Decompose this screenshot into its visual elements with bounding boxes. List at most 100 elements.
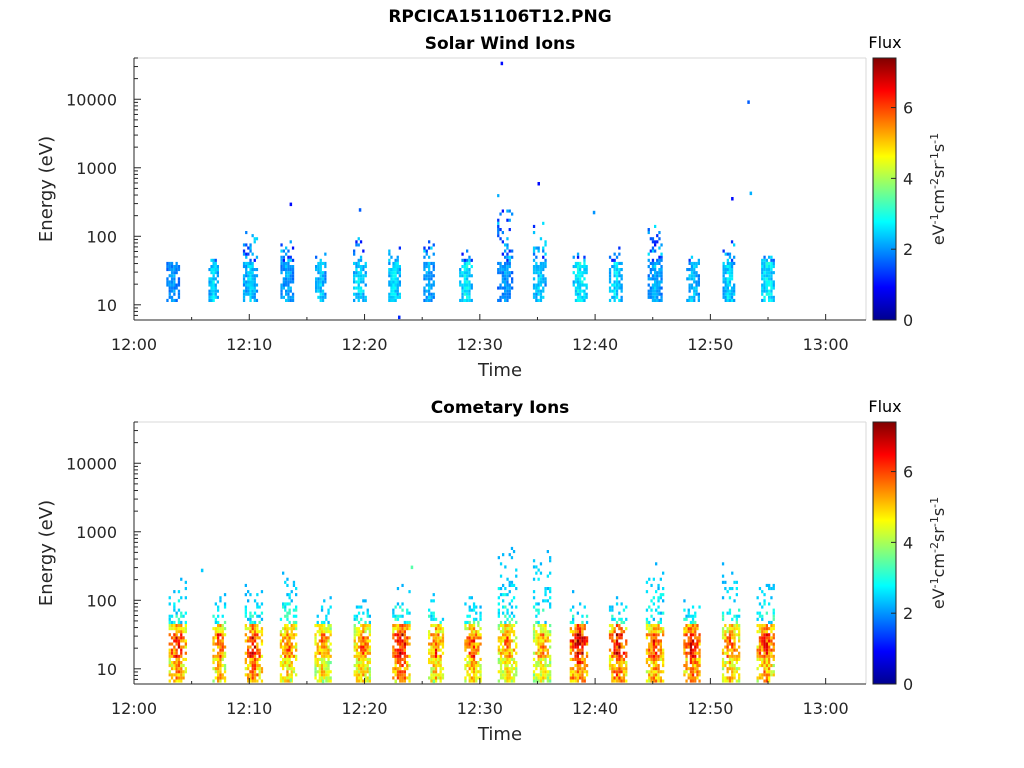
flux-cell (286, 667, 289, 671)
flux-cell (504, 648, 507, 652)
flux-cell (539, 298, 543, 302)
flux-cell (258, 670, 261, 674)
flux-cell (173, 664, 176, 668)
flux-cell (223, 667, 227, 671)
flux-cell (756, 611, 759, 615)
flux-cell (329, 596, 332, 600)
burst-12 (608, 246, 623, 302)
flux-cell (470, 633, 473, 637)
flux-cell (768, 648, 771, 652)
flux-cell (648, 630, 651, 634)
flux-cell (242, 249, 246, 253)
flux-cell (175, 614, 178, 618)
flux-cell (392, 651, 395, 655)
flux-cell (576, 664, 579, 668)
flux-cell (655, 676, 658, 680)
flux-cell (463, 274, 466, 278)
flux-cell (279, 642, 283, 646)
flux-cell (394, 648, 397, 652)
flux-cell (318, 633, 321, 637)
flux-cell (726, 252, 729, 256)
flux-cell (360, 639, 363, 643)
flux-cell (284, 654, 287, 658)
flux-cell (694, 642, 697, 646)
flux-cell (763, 639, 766, 643)
flux-cell (223, 645, 227, 649)
flux-cell (501, 240, 504, 244)
flux-cell (390, 298, 393, 302)
flux-cell (477, 642, 480, 646)
flux-cell (512, 633, 516, 637)
flux-cell (362, 599, 365, 603)
flux-cell (251, 620, 254, 624)
flux-cell (770, 258, 773, 262)
flux-cell (359, 255, 363, 259)
flux-cell (535, 676, 538, 680)
flux-cell (579, 676, 582, 680)
flux-cell (286, 636, 289, 640)
flux-cell (544, 664, 547, 668)
flux-cell (728, 261, 732, 265)
flux-cell (253, 280, 256, 284)
flux-cell (768, 670, 771, 674)
flux-cell (504, 593, 507, 597)
flux-cell (726, 292, 729, 296)
flux-cell (428, 608, 431, 612)
flux-cell (499, 562, 503, 566)
flux-cell (284, 645, 287, 649)
flux-cell (581, 280, 584, 284)
flux-cell (698, 673, 701, 677)
flux-cell (168, 627, 171, 631)
flux-cell (396, 661, 400, 665)
flux-cell (608, 661, 612, 665)
flux-cell (284, 651, 287, 655)
flux-cell (175, 268, 178, 272)
flux-cell (506, 627, 509, 631)
flux-cell (537, 280, 540, 284)
flux-cell (499, 228, 502, 232)
flux-cell (394, 667, 397, 671)
flux-cell (761, 265, 764, 269)
flux-cell (477, 664, 480, 668)
flux-cell (434, 645, 438, 649)
flux-cell (535, 261, 538, 265)
flux-cell (461, 286, 464, 290)
flux-cell (615, 670, 619, 674)
flux-cell (251, 252, 254, 256)
flux-cell (285, 252, 288, 256)
flux-cell (180, 676, 183, 680)
flux-cell (761, 664, 764, 668)
y-tick-label: 1000 (76, 523, 117, 542)
flux-cell (472, 661, 476, 665)
flux-cell (613, 268, 616, 272)
flux-cell (464, 639, 467, 643)
flux-cell (288, 657, 291, 661)
flux-cell (506, 258, 509, 262)
flux-cell (258, 630, 261, 634)
flux-cell (768, 627, 771, 631)
flux-cell (173, 633, 176, 637)
flux-cell (583, 277, 586, 281)
flux-cell (249, 286, 252, 290)
flux-cell (549, 556, 552, 560)
flux-cell (468, 295, 471, 299)
flux-cell (390, 271, 393, 275)
flux-cell (260, 642, 264, 646)
flux-cell (511, 255, 514, 259)
flux-cell (173, 292, 176, 296)
flux-cell (763, 277, 766, 281)
flux-cell (425, 283, 428, 287)
flux-cell (506, 292, 509, 296)
flux-cell (357, 654, 361, 658)
flux-cell (439, 670, 442, 674)
flux-cell (249, 274, 252, 278)
flux-cell (212, 283, 215, 287)
flux-cell (691, 614, 695, 618)
flux-cell (406, 667, 409, 671)
flux-cell (539, 645, 543, 649)
flux-cell (768, 295, 771, 299)
flux-cell (247, 639, 250, 643)
flux-cell (690, 277, 694, 281)
flux-cell (574, 627, 577, 631)
flux-cell (688, 277, 691, 281)
